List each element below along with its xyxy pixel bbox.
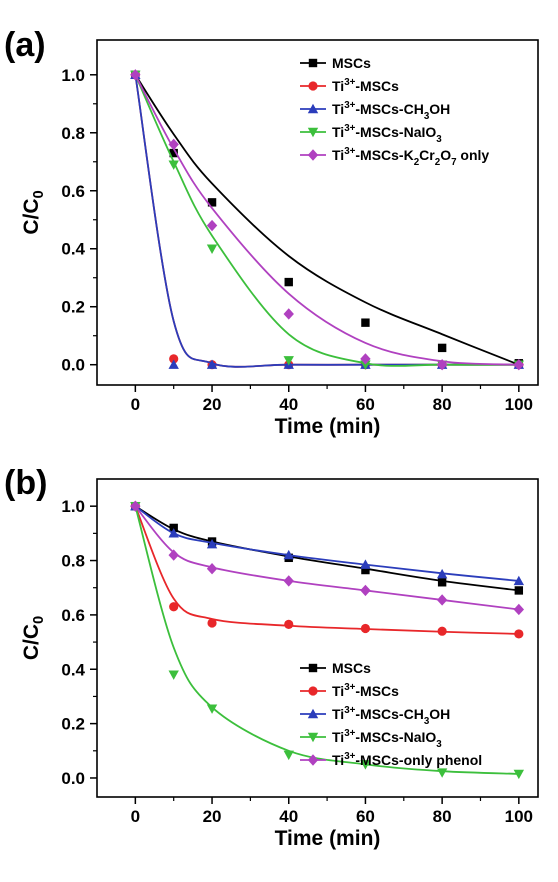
y-tick-label: 0.4 xyxy=(61,240,85,259)
series-4 xyxy=(130,500,524,615)
legend-label: Ti3+-MSCs-only phenol xyxy=(332,751,482,768)
legend-label: Ti3+-MSCs-CH3OH xyxy=(332,705,450,727)
series-line xyxy=(135,75,518,365)
x-axis-title: Time (min) xyxy=(275,415,381,438)
data-point xyxy=(438,627,447,636)
x-tick-label: 0 xyxy=(131,395,140,414)
chart-panel-a: (a) 0 20 40 60 80 100 0.0 0.2 0.4 0.6 0.8 1.0 Time (m… xyxy=(4,26,538,438)
data-point xyxy=(284,308,294,319)
series-line xyxy=(135,75,518,365)
data-point xyxy=(438,344,446,352)
data-point xyxy=(284,751,294,760)
data-point xyxy=(284,620,293,629)
data-point xyxy=(361,624,370,633)
legend-item: Ti3+-MSCs-NaIO3 xyxy=(300,728,442,750)
y-tick-label: 0.0 xyxy=(61,356,85,375)
panel-label: (b) xyxy=(4,464,47,502)
data-point xyxy=(360,585,370,596)
legend-label: Ti3+-MSCs xyxy=(332,77,399,94)
data-point xyxy=(169,602,178,611)
x-tick-label: 60 xyxy=(356,807,375,826)
legend-item: Ti3+-MSCs xyxy=(300,77,399,94)
series-3 xyxy=(130,71,524,370)
series-line xyxy=(135,506,518,609)
x-tick-label: 80 xyxy=(433,807,452,826)
y-tick-label: 0.6 xyxy=(61,606,85,625)
x-tick-label: 20 xyxy=(203,395,222,414)
series-2 xyxy=(130,501,524,585)
legend-marker xyxy=(309,59,317,67)
legend-label: Ti3+-MSCs xyxy=(332,682,399,699)
data-point xyxy=(207,618,216,627)
legend-item: Ti3+-MSCs xyxy=(300,682,399,699)
series-line xyxy=(135,506,518,590)
x-tick-label: 60 xyxy=(356,395,375,414)
legend-item: MSCs xyxy=(300,660,371,676)
data-point xyxy=(207,245,217,254)
legend-label: Ti3+-MSCs-CH3OH xyxy=(332,100,450,122)
plot-frame xyxy=(97,40,538,385)
y-tick-label: 1.0 xyxy=(61,497,85,516)
legend-label: Ti3+-MSCs-NaIO3 xyxy=(332,728,442,750)
y-axis-title: C/C0 xyxy=(20,616,47,660)
x-tick-label: 100 xyxy=(505,395,533,414)
legend-item: Ti3+-MSCs-NaIO3 xyxy=(300,123,442,145)
series-3 xyxy=(130,502,524,779)
x-tick-label: 100 xyxy=(505,807,533,826)
data-point xyxy=(514,629,523,638)
data-point xyxy=(514,604,524,615)
data-point xyxy=(284,575,294,586)
legend-item: Ti3+-MSCs-CH3OH xyxy=(300,100,450,122)
y-tick-label: 1.0 xyxy=(61,66,85,85)
legend-label: MSCs xyxy=(332,660,371,676)
chart-panel-b: (b) 0 20 40 60 80 100 0.0 0.2 0.4 0.6 0.8 1.0 Time (m… xyxy=(4,464,538,850)
y-tick-label: 0.4 xyxy=(61,660,85,679)
series-4 xyxy=(130,69,524,370)
series-line xyxy=(135,506,518,581)
y-tick-label: 0.2 xyxy=(61,715,85,734)
data-point xyxy=(437,768,447,777)
legend-label: Ti3+-MSCs-NaIO3 xyxy=(332,123,442,145)
series-2 xyxy=(130,70,524,369)
data-point xyxy=(168,549,178,560)
y-tick-label: 0.8 xyxy=(61,124,85,143)
legend-item: MSCs xyxy=(300,55,371,71)
x-tick-label: 0 xyxy=(131,807,140,826)
legend-item: Ti3+-MSCs-CH3OH xyxy=(300,705,450,727)
data-point xyxy=(437,594,447,605)
data-point xyxy=(361,318,369,326)
data-point xyxy=(207,563,217,574)
x-tick-label: 80 xyxy=(433,395,452,414)
series-1 xyxy=(131,502,524,639)
x-tick-label: 20 xyxy=(203,807,222,826)
panel-label: (a) xyxy=(4,26,46,64)
data-point xyxy=(207,704,217,713)
series-line xyxy=(135,506,518,634)
legend-marker xyxy=(309,664,317,672)
x-axis-title: Time (min) xyxy=(275,827,381,850)
legend-marker xyxy=(308,81,317,90)
series-0 xyxy=(131,502,523,595)
series-line xyxy=(135,506,518,774)
legend-label: MSCs xyxy=(332,55,371,71)
y-tick-label: 0.0 xyxy=(61,769,85,788)
y-tick-label: 0.6 xyxy=(61,182,85,201)
data-point xyxy=(285,278,293,286)
legend-item: Ti3+-MSCs-K2Cr2O7 only xyxy=(300,146,489,168)
y-tick-label: 0.8 xyxy=(61,552,85,571)
data-point xyxy=(438,578,446,586)
legend-label: Ti3+-MSCs-K2Cr2O7 only xyxy=(332,146,489,168)
y-tick-label: 0.2 xyxy=(61,298,85,317)
x-tick-label: 40 xyxy=(279,395,298,414)
legend-marker xyxy=(308,686,317,695)
legend-marker xyxy=(308,149,318,160)
data-point xyxy=(168,670,178,679)
data-point xyxy=(515,586,523,594)
series-1 xyxy=(131,70,524,369)
y-axis-title: C/C0 xyxy=(20,190,47,234)
x-tick-label: 40 xyxy=(279,807,298,826)
